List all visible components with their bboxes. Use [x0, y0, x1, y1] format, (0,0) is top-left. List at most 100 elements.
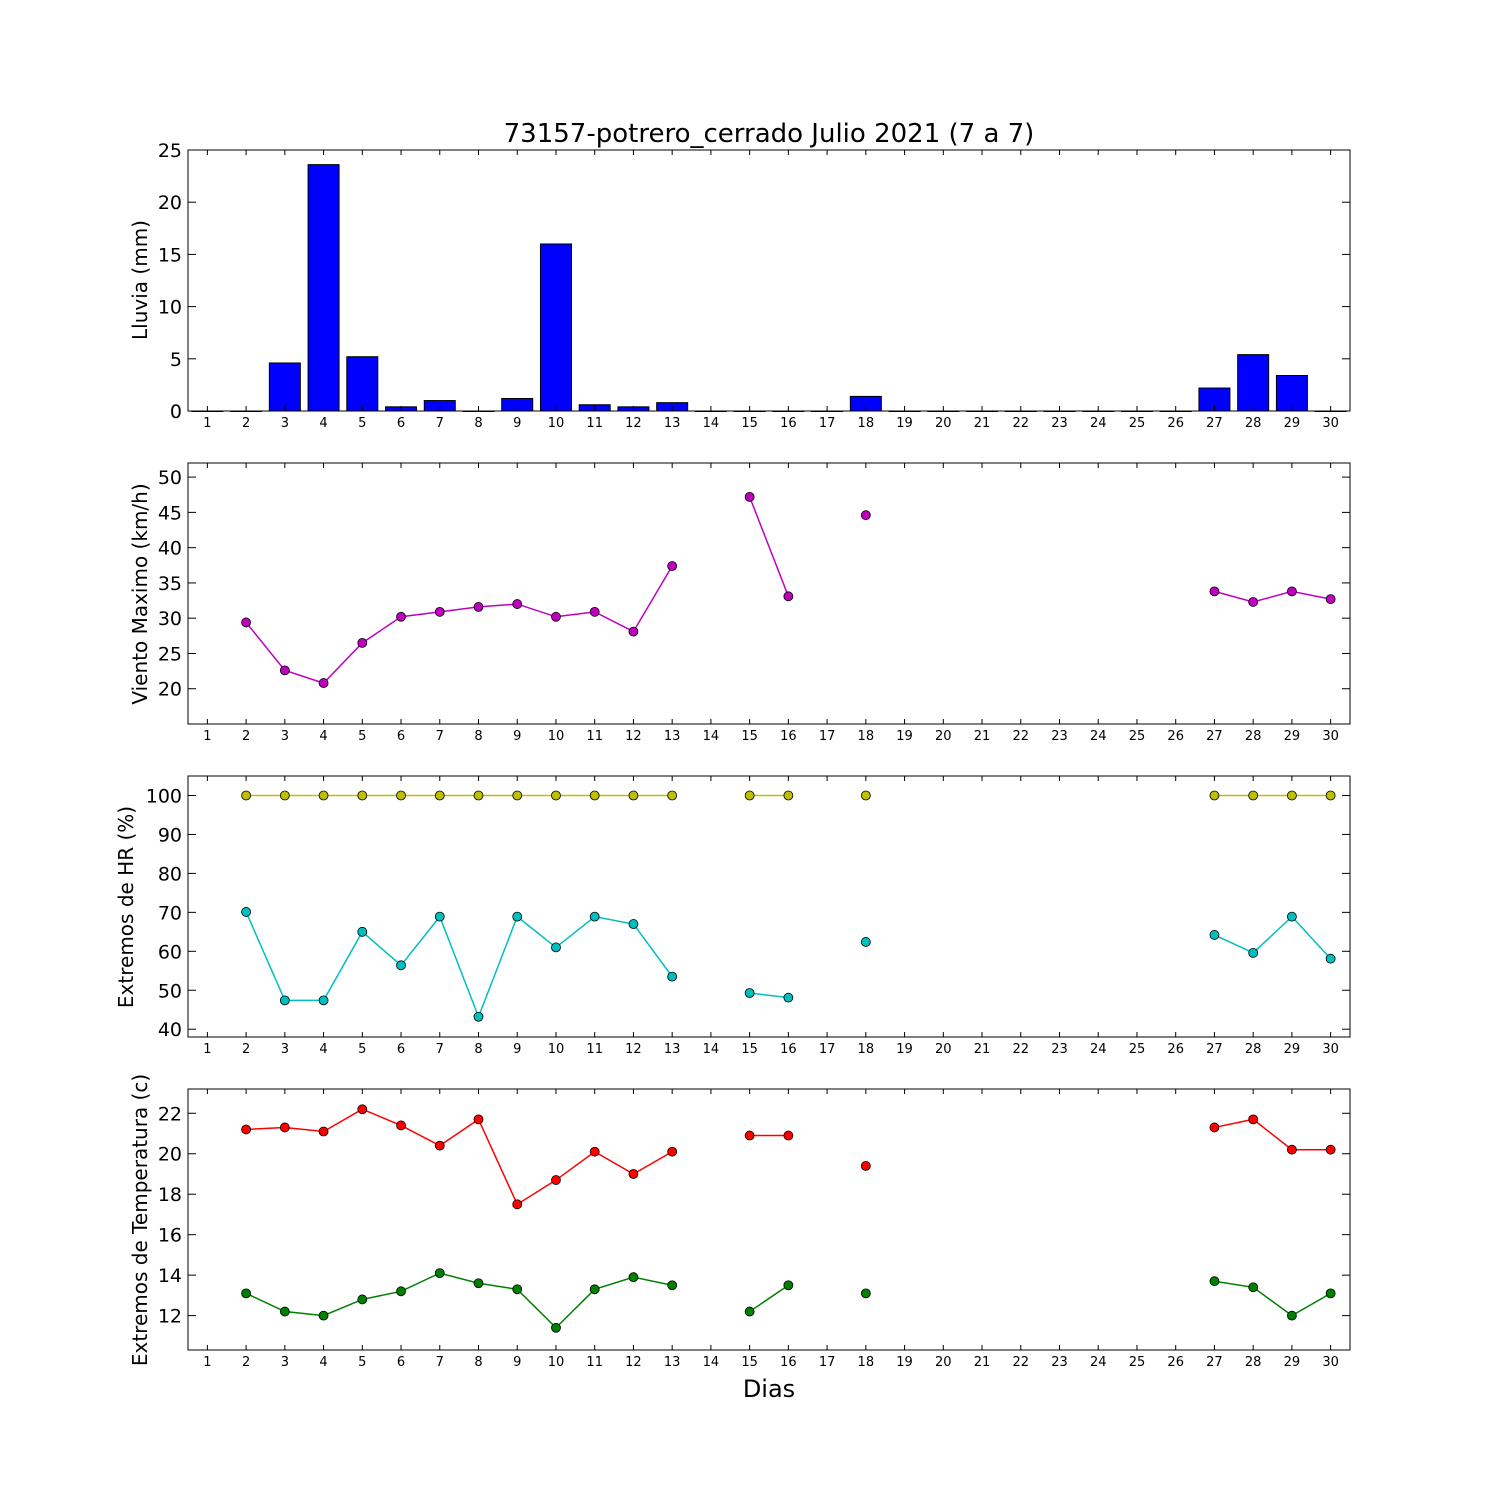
wind-xtick-label: 30	[1322, 729, 1339, 744]
temperature-xtick-label: 26	[1167, 1355, 1184, 1370]
wind-series-0-point-day-9	[512, 599, 523, 609]
chart-title: 73157-potrero_cerrado Julio 2021 (7 a 7)	[504, 119, 1035, 149]
temperature-xtick-label: 6	[397, 1355, 405, 1370]
humidity-series-0-point-day-5	[357, 790, 368, 801]
humidity-series-1-point-day-3	[279, 995, 290, 1006]
temperature-xtick-label: 18	[858, 1355, 875, 1370]
rain-xtick-label: 2	[242, 416, 250, 431]
temperature-xtick-label: 3	[281, 1355, 289, 1370]
rain-ytick-label: 25	[158, 140, 182, 162]
wind-xtick-label: 10	[548, 729, 565, 744]
rain-xtick-label: 27	[1206, 416, 1223, 431]
wind-xtick-label: 20	[935, 729, 952, 744]
wind-ytick-label: 30	[158, 608, 182, 630]
temperature-ytick-label: 20	[158, 1144, 182, 1166]
temperature-series-1-point-day-28	[1248, 1282, 1259, 1293]
temperature-series-0-point-day-30	[1325, 1144, 1336, 1155]
temperature-series-1-point-day-9	[512, 1284, 523, 1295]
temperature-xtick-label: 23	[1051, 1355, 1068, 1370]
temperature-series-0-point-day-15	[744, 1130, 755, 1141]
humidity-series-0-point-day-4	[318, 790, 329, 801]
humidity-series-1-point-day-15	[744, 988, 755, 998]
temperature-series-0-point-day-13	[667, 1146, 678, 1157]
humidity-series-1-point-day-30	[1325, 953, 1336, 964]
humidity-series-1-point-day-13	[667, 971, 678, 982]
wind-xtick-label: 16	[780, 729, 797, 744]
y-axis-label-wind: Viento Maximo (km/h)	[128, 483, 152, 704]
temperature-ytick-label: 22	[158, 1103, 182, 1125]
humidity-series-1-point-day-16	[783, 992, 794, 1003]
humidity-series-0-point-day-10	[551, 790, 561, 801]
humidity-series-1-point-day-28	[1248, 947, 1259, 958]
temperature-ytick-label: 14	[158, 1265, 182, 1287]
humidity-series-1-point-day-12	[628, 919, 639, 929]
humidity-series-0-point-day-9	[512, 790, 523, 801]
wind-xtick-label: 9	[513, 729, 521, 744]
temperature-series-0-point-day-4	[318, 1126, 329, 1137]
bar-day-28	[1237, 354, 1270, 412]
temperature-series-1-point-day-7	[434, 1268, 445, 1279]
humidity-series-1-point-day-7	[434, 911, 445, 922]
temperature-series-1-line-1	[749, 1284, 789, 1313]
wind-xtick-label: 8	[474, 729, 482, 744]
temperature-xtick-label: 1	[203, 1355, 211, 1370]
humidity-xtick-label: 4	[319, 1042, 327, 1057]
rain-xtick-label: 30	[1322, 416, 1339, 431]
wind-xtick-label: 3	[281, 729, 289, 744]
wind-ytick-label: 20	[158, 679, 182, 701]
rain-xtick-label: 14	[703, 416, 720, 431]
panel-temperature: Extremos de Temperatura (c) Dias 1214161…	[128, 1074, 1351, 1403]
wind-series-0-point-day-27	[1209, 586, 1220, 597]
humidity-xtick-label: 29	[1284, 1042, 1301, 1057]
rain-xtick-label: 23	[1051, 416, 1068, 431]
temperature-series-1-point-day-4	[318, 1310, 329, 1321]
humidity-series-0-point-day-27	[1209, 790, 1220, 801]
bar-day-5	[346, 356, 379, 412]
humidity-series-1-point-day-27	[1209, 930, 1220, 940]
temperature-xtick-label: 2	[242, 1355, 250, 1370]
humidity-xtick-label: 30	[1322, 1042, 1339, 1057]
rain-xtick-label: 6	[397, 416, 405, 431]
temperature-series-0-point-day-8	[473, 1114, 484, 1125]
humidity-xtick-label: 26	[1167, 1042, 1184, 1057]
wind-xtick-label: 6	[397, 729, 405, 744]
humidity-series-1-line-1	[749, 992, 789, 999]
rain-xtick-label: 5	[358, 416, 366, 431]
y-axis-label-temperature: Extremos de Temperatura (c)	[128, 1074, 152, 1366]
humidity-xtick-label: 16	[780, 1042, 797, 1057]
wind-series-0-point-day-30	[1325, 594, 1336, 605]
rain-xtick-label: 29	[1284, 416, 1301, 431]
humidity-series-0-point-day-30	[1325, 790, 1336, 801]
humidity-xtick-label: 17	[819, 1042, 836, 1057]
wind-xtick-label: 22	[1012, 729, 1029, 744]
temperature-axes-frame	[187, 1088, 1351, 1351]
wind-xtick-label: 2	[242, 729, 250, 744]
humidity-xtick-label: 3	[281, 1042, 289, 1057]
humidity-ytick-label: 90	[158, 824, 182, 846]
temperature-ytick-label: 16	[158, 1225, 182, 1247]
temperature-xtick-label: 17	[819, 1355, 836, 1370]
temperature-series-1-point-day-27	[1209, 1276, 1220, 1287]
humidity-series-0-point-day-18	[860, 790, 871, 801]
temperature-xtick-label: 11	[586, 1355, 603, 1370]
wind-series-0-point-day-10	[551, 611, 561, 622]
wind-series-0-point-day-12	[628, 626, 639, 637]
humidity-series-0-point-day-28	[1248, 790, 1259, 801]
wind-xtick-label: 7	[436, 729, 444, 744]
rain-xtick-label: 22	[1012, 416, 1029, 431]
wind-series-0-point-day-28	[1248, 597, 1259, 607]
temperature-xtick-label: 19	[896, 1355, 913, 1370]
humidity-series-0-point-day-12	[628, 790, 639, 801]
temperature-series-0-point-day-11	[589, 1146, 600, 1157]
wind-series-0-point-day-4	[318, 678, 329, 688]
wind-xtick-label: 24	[1090, 729, 1107, 744]
wind-xtick-label: 21	[974, 729, 991, 744]
humidity-axes-frame	[187, 775, 1351, 1038]
rain-xtick-label: 19	[896, 416, 913, 431]
humidity-xtick-label: 13	[664, 1042, 681, 1057]
rain-xtick-label: 26	[1167, 416, 1184, 431]
temperature-xtick-label: 25	[1129, 1355, 1146, 1370]
temperature-series-0-point-day-12	[628, 1169, 639, 1179]
humidity-xtick-label: 10	[548, 1042, 565, 1057]
